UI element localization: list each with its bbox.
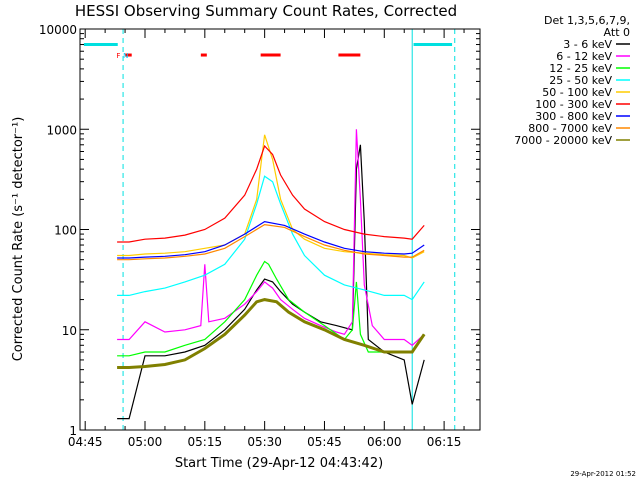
legend-label: 25 - 50 keV (549, 74, 612, 87)
x-tick-label: 05:00 (128, 435, 163, 449)
legend-label: 800 - 7000 keV (528, 122, 612, 135)
series-line (117, 144, 425, 243)
legend-label: 300 - 800 keV (535, 110, 612, 123)
legend-label: 3 - 6 keV (563, 38, 612, 51)
legend-header: Att 0 (604, 26, 630, 39)
legend-label: 100 - 300 keV (535, 98, 612, 111)
footer-timestamp: 29-Apr-2012 01:52 (570, 470, 636, 478)
legend-label: 50 - 100 keV (542, 86, 612, 99)
y-axis-label: Corrected Count Rate (s⁻¹ detector⁻¹) (11, 117, 26, 362)
y-tick-label: 1000 (46, 123, 77, 137)
y-tick-label: 10000 (39, 23, 77, 37)
y-tick-label: 100 (54, 224, 77, 238)
axes: 1 10 100 1000 10000 04:45 05:00 05:15 05:30 05:45… (39, 23, 481, 449)
flag-marker-label: N (123, 52, 128, 60)
y-tick-label: 10 (62, 324, 77, 338)
series-line (117, 223, 425, 261)
series-line (117, 129, 425, 347)
x-axis-label: Start Time (29-Apr-12 04:43:42) (175, 456, 383, 471)
series-line (117, 260, 425, 357)
legend-label: 12 - 25 keV (549, 62, 612, 75)
chart-title: HESSI Observing Summary Count Rates, Cor… (75, 2, 457, 20)
x-tick-label: 06:00 (367, 435, 402, 449)
x-tick-label: 06:15 (427, 435, 462, 449)
legend-label: 6 - 12 keV (556, 50, 612, 63)
x-tick-label: 04:45 (68, 435, 103, 449)
series-line (117, 144, 425, 420)
y-tick-label: 1 (69, 424, 77, 438)
series-line (117, 134, 425, 259)
x-tick-label: 05:30 (247, 435, 282, 449)
flag-marker-label: F (116, 52, 120, 60)
series-line (117, 220, 425, 259)
x-tick-label: 05:45 (307, 435, 342, 449)
x-tick-label: 05:15 (188, 435, 223, 449)
legend-header: Det 1,3,5,6,7,9, (544, 14, 630, 27)
series-line (117, 298, 426, 369)
series-line (117, 175, 425, 301)
legend-label: 7000 - 20000 keV (514, 134, 612, 147)
